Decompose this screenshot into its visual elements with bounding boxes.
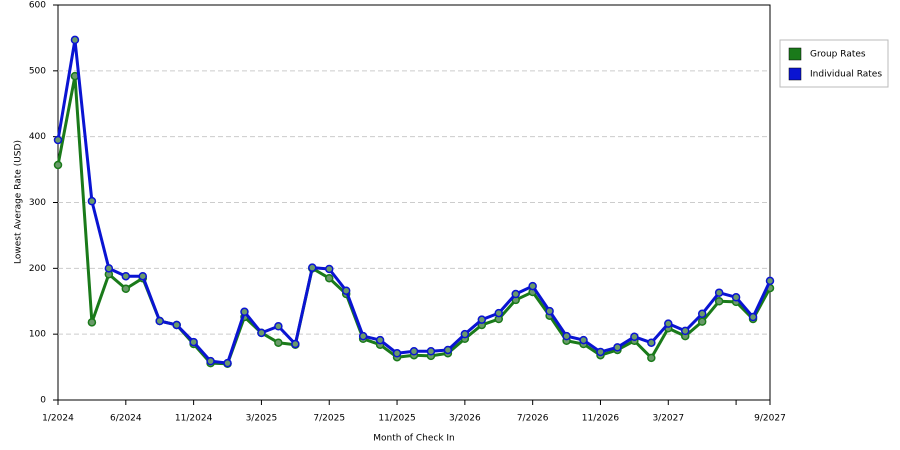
data-point (53, 135, 63, 145)
x-tick-label: 7/2025 (313, 414, 345, 424)
data-point (87, 318, 97, 327)
data-point (375, 335, 385, 345)
data-point (409, 347, 419, 356)
data-point (324, 264, 334, 274)
data-point (545, 306, 554, 316)
y-tick-label: 500 (29, 66, 46, 76)
x-tick-label: 11/2026 (582, 414, 620, 424)
y-tick-label: 600 (29, 1, 46, 11)
data-point (70, 35, 80, 45)
y-tick-label: 200 (29, 264, 46, 274)
data-point (697, 309, 707, 319)
data-point (647, 338, 656, 347)
series-line (56, 74, 772, 366)
data-point (477, 315, 487, 324)
x-tick-label: 6/2024 (110, 414, 142, 424)
data-point (189, 337, 198, 347)
data-point (731, 293, 741, 302)
x-tick-label: 3/2027 (652, 414, 684, 424)
y-tick-label: 300 (29, 198, 46, 208)
data-point (426, 347, 436, 356)
legend-swatch (788, 67, 802, 81)
data-point (223, 358, 232, 368)
legend-swatch (788, 47, 802, 61)
data-point (206, 356, 215, 366)
data-point (697, 317, 707, 326)
data-point (121, 271, 131, 281)
x-tick-label: 11/2025 (378, 414, 415, 424)
data-point (308, 263, 317, 272)
data-point (274, 322, 283, 331)
y-axis-label: Lowest Average Rate (USD) (14, 140, 24, 264)
data-point (392, 349, 402, 358)
data-point (138, 271, 148, 281)
data-point (324, 273, 334, 283)
y-tick-label: 400 (29, 132, 46, 142)
data-point (341, 286, 351, 295)
data-point (579, 335, 588, 345)
data-point (647, 353, 656, 363)
data-point (528, 281, 537, 291)
y-tick-label: 0 (40, 396, 46, 406)
data-point (613, 343, 622, 352)
data-point (240, 307, 249, 317)
data-point (664, 319, 673, 328)
data-point (714, 297, 724, 306)
data-point (562, 331, 571, 341)
data-point (291, 339, 300, 349)
legend-label: Group Rates (810, 50, 866, 60)
data-point (748, 312, 758, 322)
data-point (274, 338, 283, 347)
data-point (87, 196, 97, 206)
x-tick-label: 11/2024 (175, 414, 213, 424)
x-tick-label: 3/2025 (246, 414, 278, 424)
data-point (104, 264, 114, 273)
y-tick-label: 100 (29, 330, 46, 340)
data-point (680, 326, 690, 336)
legend-label: Individual Rates (810, 70, 882, 80)
x-tick-label: 7/2026 (517, 414, 549, 424)
x-tick-label: 9/2027 (754, 414, 786, 424)
data-point (172, 320, 181, 330)
data-point (155, 316, 164, 326)
data-point (596, 347, 605, 357)
data-point (257, 328, 266, 338)
data-point (765, 276, 775, 286)
x-tick-label: 1/2024 (42, 414, 74, 424)
data-point (358, 331, 368, 341)
data-point (121, 284, 131, 293)
data-point (53, 160, 63, 170)
x-tick-label: 3/2026 (449, 414, 481, 424)
data-point (511, 289, 520, 299)
data-point (494, 308, 504, 318)
x-axis-label: Month of Check In (373, 434, 455, 444)
data-point (630, 332, 639, 342)
series-line (56, 38, 772, 365)
data-point (443, 345, 453, 355)
data-point (714, 288, 724, 297)
data-point (460, 329, 470, 339)
